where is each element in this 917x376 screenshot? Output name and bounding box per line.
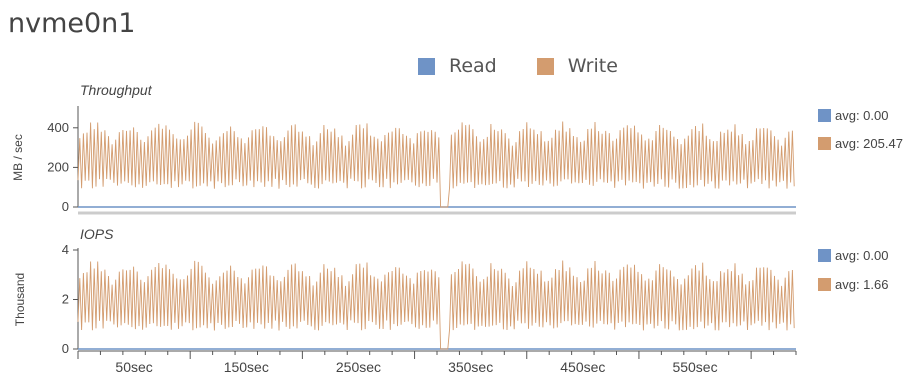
legend-item-read[interactable]: Read [418,55,497,77]
y-axis-title: Thousand [13,273,27,326]
x-tick-label: 250sec [336,359,381,375]
legend-label-write: Write [567,55,618,77]
avg-label: avg: 1.66 [835,277,889,292]
series-write-line [77,121,795,208]
avg-swatch-read [818,109,831,122]
x-tick-label: 550sec [672,359,717,375]
iops-avg-write: avg: 1.66 [818,277,889,292]
iops-panel-title: IOPS [80,226,114,242]
y-axis-title: MB / sec [11,134,25,181]
page-title: nvme0n1 [8,8,136,39]
y-tick-label: 200 [47,159,69,174]
avg-swatch-write [818,137,831,150]
legend-swatch-write [536,57,554,75]
avg-swatch-read [818,249,831,262]
throughput-panel-title: Throughput [80,82,152,98]
throughput-avg-read: avg: 0.00 [818,108,889,123]
legend-label-read: Read [449,55,497,77]
chart-legend: Read Write [418,55,646,77]
y-tick-label: 4 [62,242,69,257]
avg-swatch-write [818,278,831,291]
legend-swatch-read [418,57,435,75]
iops-chart: 0 2 4 Thousand 50sec 150sec 250sec 350sec 450sec… [13,242,797,375]
avg-label: avg: 205.47 [835,136,903,151]
iops-avg-read: avg: 0.00 [818,248,889,263]
y-tick-label: 0 [62,341,69,356]
throughput-avg-write: avg: 205.47 [818,136,903,151]
legend-item-write[interactable]: Write [536,55,618,77]
x-tick-label: 50sec [115,359,152,375]
throughput-chart: 0 200 400 MB / sec [11,106,796,215]
y-tick-label: 400 [47,120,69,135]
avg-label: avg: 0.00 [835,108,889,123]
avg-label: avg: 0.00 [835,248,889,263]
x-tick-label: 350sec [448,359,493,375]
series-write-line [77,260,795,350]
y-tick-label: 2 [62,292,69,307]
x-tick-label: 450sec [560,359,605,375]
x-tick-label: 150sec [224,359,269,375]
y-tick-label: 0 [62,199,69,214]
